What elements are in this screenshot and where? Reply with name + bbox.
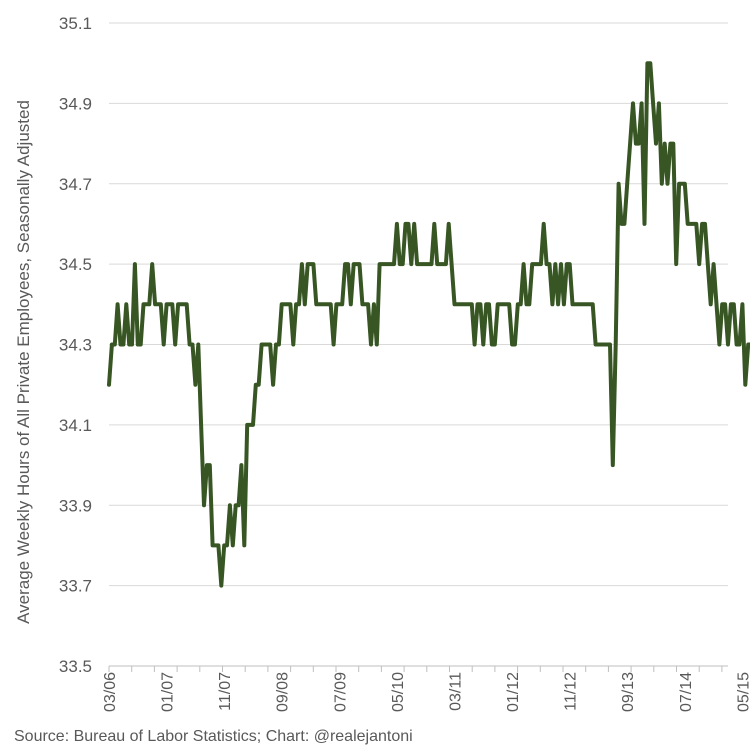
y-tick-label: 35.1 xyxy=(59,14,92,33)
x-tick-label: 03/06 xyxy=(102,672,119,712)
y-tick-label: 33.9 xyxy=(59,496,92,515)
y-tick-label: 34.1 xyxy=(59,416,92,435)
y-tick-labels: 35.1 34.9 34.7 34.5 34.3 34.1 33.9 33.7 33.5 xyxy=(59,14,92,676)
x-tick-label: 07/14 xyxy=(678,672,695,712)
x-tick-label: 03/11 xyxy=(447,672,464,711)
x-tick-label: 11/07 xyxy=(217,672,234,711)
x-tick-label: 01/12 xyxy=(505,672,522,712)
x-tick-label: 05/10 xyxy=(390,672,407,712)
x-tick-labels: 03/06 01/07 11/07 09/08 07/09 05/10 03/11 01/12… xyxy=(102,666,750,712)
y-tick-label: 34.7 xyxy=(59,175,92,194)
data-series xyxy=(107,61,750,588)
y-tick-label: 33.7 xyxy=(59,577,92,596)
source-caption: Source: Bureau of Labor Statistics; Char… xyxy=(14,728,413,745)
y-tick-label: 33.5 xyxy=(59,657,92,676)
y-tick-label: 34.5 xyxy=(59,255,92,274)
y-tick-label: 34.9 xyxy=(59,94,92,113)
x-tick-label: 09/13 xyxy=(620,672,637,712)
x-tick-label: 11/12 xyxy=(563,672,580,711)
y-tick-label: 34.3 xyxy=(59,336,92,355)
x-tick-label: 07/09 xyxy=(332,672,349,712)
x-tick-label: 01/07 xyxy=(160,672,177,712)
x-tick-label: 09/08 xyxy=(275,672,292,712)
series-line xyxy=(107,61,750,588)
x-tick-label: 05/15 xyxy=(735,672,750,712)
y-axis-title: Average Weekly Hours of All Private Empl… xyxy=(14,100,33,624)
